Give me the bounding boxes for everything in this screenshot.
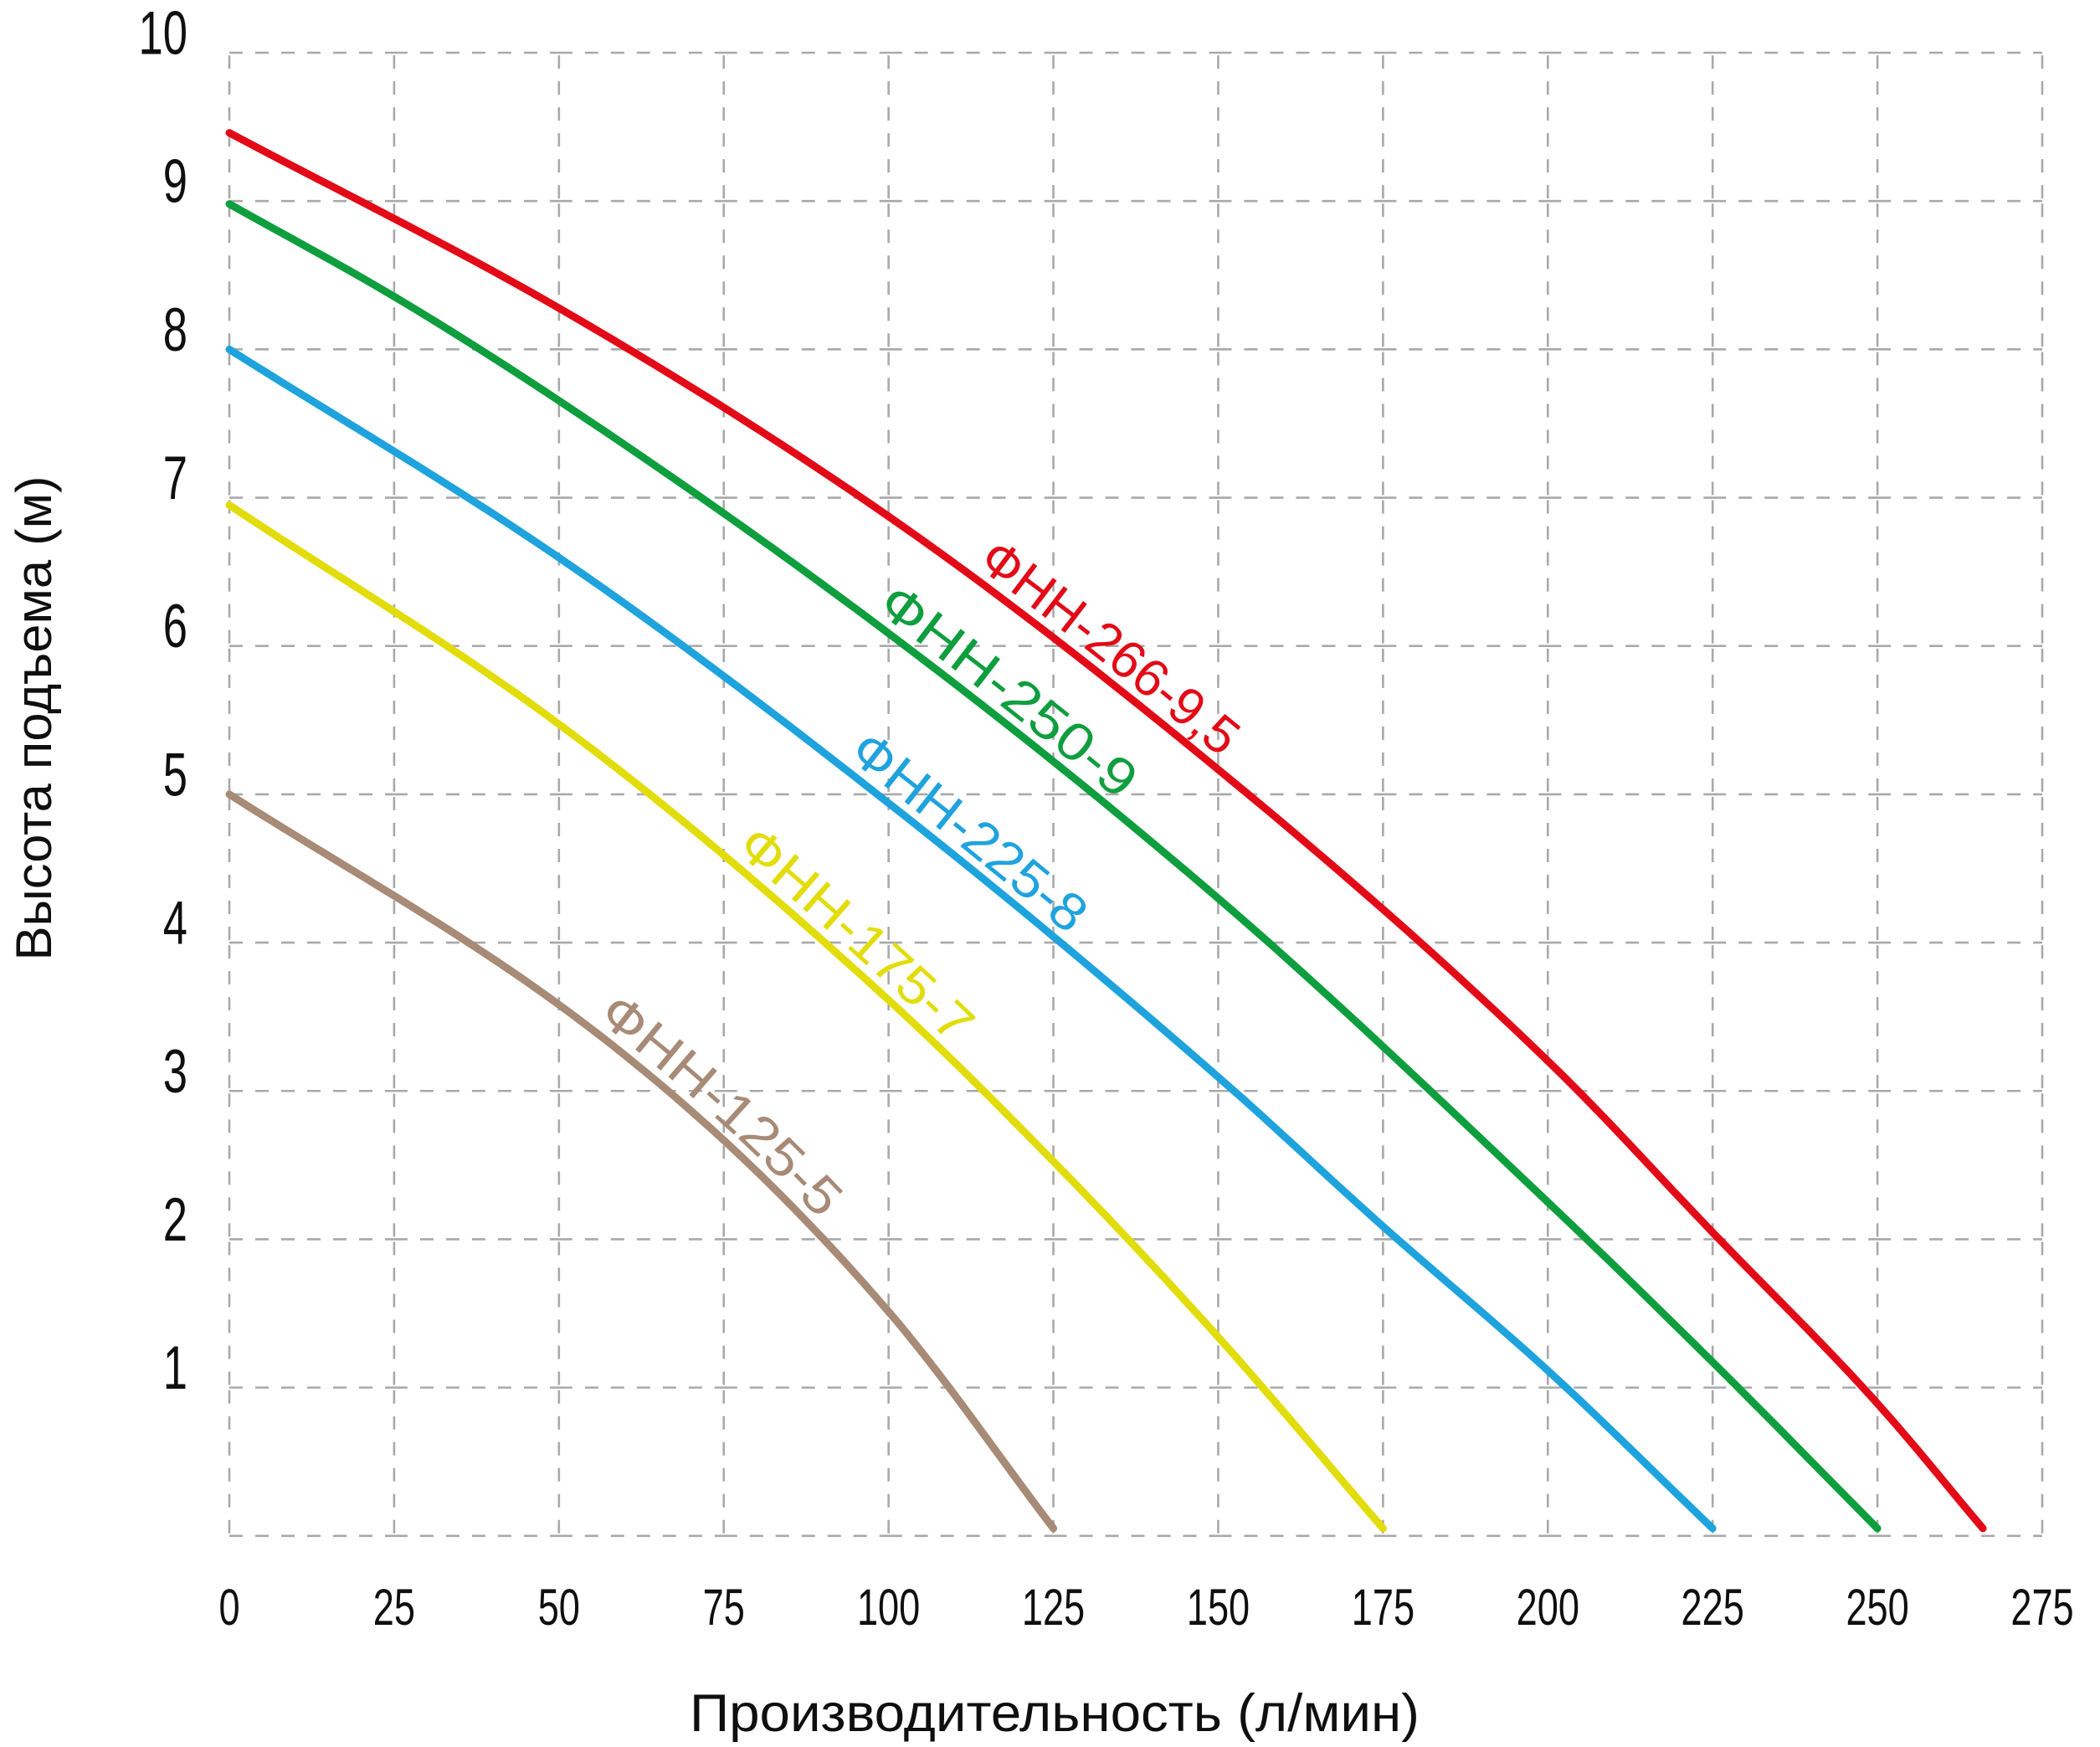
svg-text:150: 150 [1187,1579,1250,1636]
svg-text:8: 8 [163,295,187,363]
svg-text:250: 250 [1846,1579,1908,1636]
svg-text:9: 9 [163,147,187,215]
svg-text:125: 125 [1022,1579,1085,1636]
svg-text:6: 6 [163,593,187,660]
svg-text:2: 2 [163,1185,187,1253]
svg-text:275: 275 [2010,1579,2073,1636]
svg-text:4: 4 [163,889,187,957]
svg-text:1: 1 [163,1334,187,1402]
svg-text:75: 75 [703,1579,745,1636]
svg-text:100: 100 [857,1579,920,1636]
svg-text:3: 3 [163,1037,187,1105]
svg-text:7: 7 [163,444,187,512]
svg-text:225: 225 [1682,1579,1744,1636]
svg-text:175: 175 [1352,1579,1415,1636]
svg-text:10: 10 [139,0,187,68]
svg-text:Производительность (л/мин): Производительность (л/мин) [690,1684,1420,1743]
svg-text:0: 0 [218,1579,239,1636]
svg-text:200: 200 [1517,1579,1579,1636]
svg-text:25: 25 [373,1579,415,1636]
svg-text:50: 50 [538,1579,580,1636]
svg-text:Высота подъема (м): Высота подъема (м) [6,476,62,961]
svg-text:5: 5 [163,741,187,809]
